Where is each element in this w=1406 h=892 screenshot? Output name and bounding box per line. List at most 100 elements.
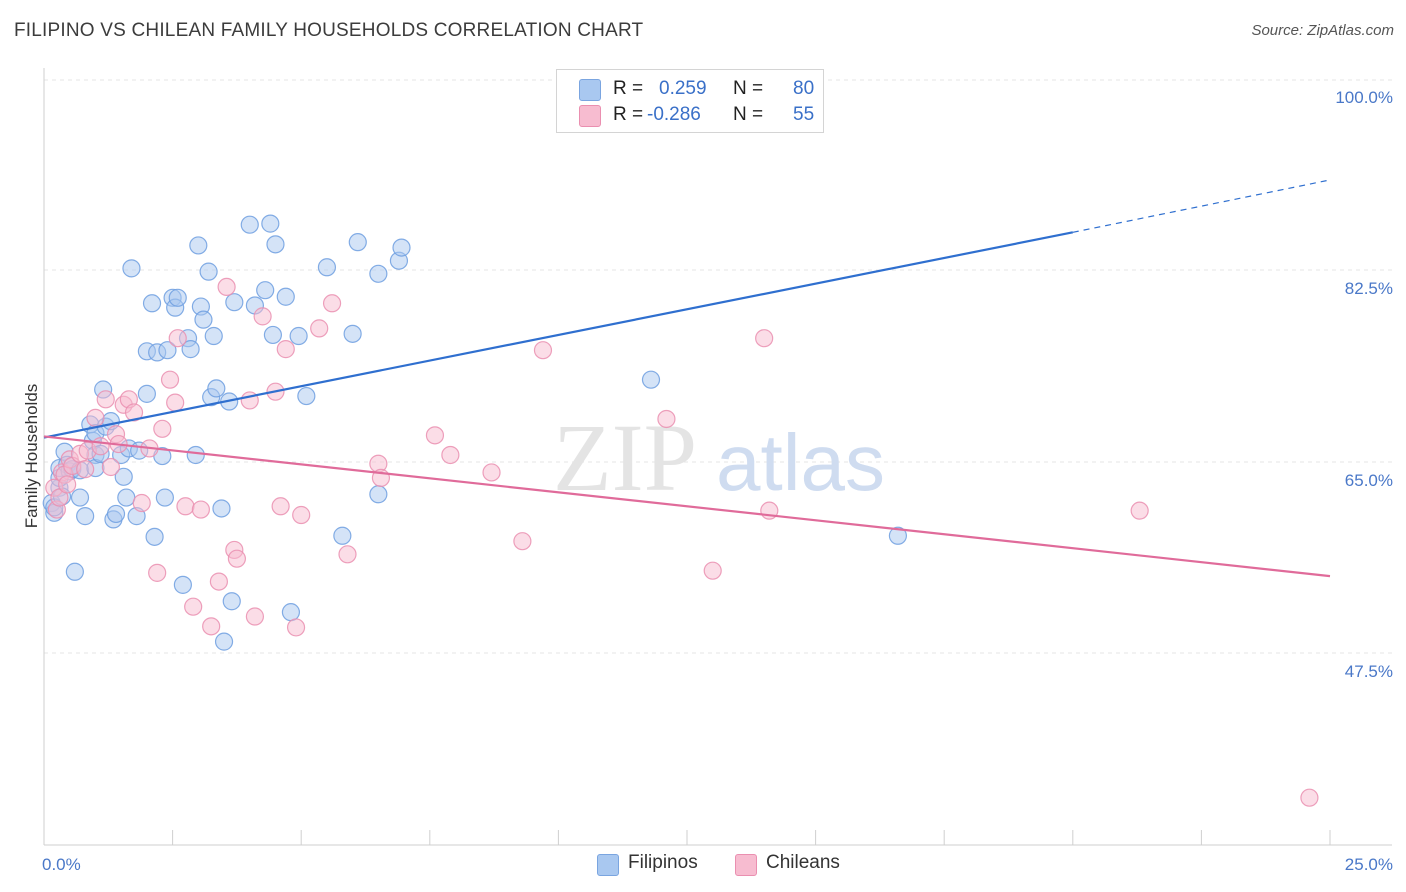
x-tick-label: 0.0% <box>42 855 81 874</box>
data-point-filipinos <box>155 488 174 507</box>
data-point-chileans <box>271 497 290 516</box>
legend-n-label: N = <box>733 78 764 99</box>
data-point-chileans <box>91 437 110 456</box>
data-point-chileans <box>755 329 774 348</box>
data-point-filipinos <box>65 562 84 581</box>
data-point-filipinos <box>145 527 164 546</box>
data-point-filipinos <box>333 526 352 545</box>
y-tick-label: 82.5% <box>1345 279 1393 298</box>
data-point-chileans <box>1130 501 1149 520</box>
data-point-filipinos <box>888 526 908 545</box>
data-point-chileans <box>276 340 295 359</box>
source-label: Source: ZipAtlas.com <box>1251 22 1394 39</box>
data-point-filipinos <box>263 325 283 345</box>
data-point-filipinos <box>207 379 226 398</box>
trend-line-filipinos <box>43 231 1074 439</box>
data-point-filipinos <box>266 235 285 254</box>
x-tick-labels: 0.0% 25.0% <box>42 855 1393 874</box>
data-point-chileans <box>441 445 460 465</box>
data-point-chileans <box>76 460 95 479</box>
y-tick-label: 47.5% <box>1345 662 1393 681</box>
chart-title: FILIPINO VS CHILEAN FAMILY HOUSEHOLDS CO… <box>14 20 644 41</box>
data-point-filipinos <box>76 507 95 526</box>
data-point-filipinos <box>122 259 141 278</box>
data-point-filipinos <box>289 326 308 346</box>
legend-r-label: R = <box>613 78 644 99</box>
data-point-filipinos <box>181 340 200 359</box>
trend-lines <box>43 179 1331 578</box>
y-tick-label: 100.0% <box>1335 88 1393 107</box>
data-point-filipinos <box>137 384 156 403</box>
data-point-filipinos <box>70 488 90 507</box>
stats-legend: R = 0.259 N = 80 R = -0.286 N = 55 <box>556 69 824 133</box>
data-point-filipinos <box>222 592 241 611</box>
data-point-chileans <box>513 532 532 551</box>
legend-n-value: 80 <box>793 78 815 99</box>
data-point-chileans <box>184 597 203 616</box>
data-point-chileans <box>482 463 501 482</box>
data-point-filipinos <box>158 341 177 360</box>
data-point-chileans <box>310 319 329 338</box>
data-point-chileans <box>153 419 172 438</box>
data-point-chileans <box>176 497 195 516</box>
data-point-chileans <box>657 409 676 429</box>
data-point-chileans <box>703 561 722 580</box>
legend-n-value: 55 <box>793 104 815 125</box>
data-point-filipinos <box>641 370 661 389</box>
data-point-chileans <box>166 393 185 412</box>
data-point-filipinos <box>317 258 337 277</box>
data-point-filipinos <box>256 281 275 300</box>
data-point-filipinos <box>194 310 213 329</box>
watermark: ZIP atlas <box>553 404 885 511</box>
data-point-filipinos <box>214 632 234 651</box>
data-point-chileans <box>191 500 210 519</box>
x-tick-label: 25.0% <box>1345 855 1393 874</box>
data-point-filipinos <box>212 499 231 518</box>
data-point-chileans <box>148 563 167 582</box>
y-tick-label: 65.0% <box>1345 471 1393 490</box>
legend-r-value: -0.286 <box>647 104 701 125</box>
data-point-filipinos <box>204 326 223 346</box>
data-point-chileans <box>96 390 115 409</box>
data-point-filipinos <box>199 262 218 281</box>
trend-line-extension-filipinos <box>1072 179 1331 233</box>
data-point-filipinos <box>186 445 205 465</box>
legend-swatch-filipinos <box>579 79 601 101</box>
axes <box>43 68 1392 846</box>
data-point-chileans <box>132 493 151 513</box>
data-point-filipinos <box>106 504 126 524</box>
data-point-chileans <box>338 545 357 564</box>
legend-n-label: N = <box>733 104 764 125</box>
data-point-chileans <box>101 457 120 477</box>
data-point-chileans <box>533 341 553 360</box>
data-point-filipinos <box>348 233 367 252</box>
data-point-chileans <box>209 572 228 591</box>
data-point-filipinos <box>117 488 136 507</box>
data-point-chileans <box>292 505 311 525</box>
data-point-chileans <box>58 475 77 494</box>
data-point-filipinos <box>369 485 388 504</box>
bottom-legend-swatch-chileans <box>735 854 757 876</box>
data-point-chileans <box>1300 788 1319 807</box>
legend-r-label: R = <box>613 104 644 125</box>
data-point-chileans <box>425 426 445 445</box>
data-point-filipinos <box>369 264 388 283</box>
data-point-filipinos <box>281 603 301 622</box>
bottom-legend-label: Chileans <box>766 852 840 873</box>
data-point-chileans <box>245 607 265 626</box>
data-point-chileans <box>124 403 144 422</box>
data-point-chileans <box>168 329 187 348</box>
data-point-filipinos <box>168 288 187 307</box>
watermark-atlas: atlas <box>716 418 885 507</box>
legend-swatch-chileans <box>579 105 601 127</box>
data-point-filipinos <box>173 575 192 594</box>
trend-line-chileans <box>43 435 1331 578</box>
data-point-chileans <box>217 277 236 297</box>
y-tick-labels: 47.5% 65.0% 82.5% 100.0% <box>1335 88 1393 681</box>
data-point-filipinos <box>297 386 316 406</box>
y-axis-label: Family Households <box>22 384 41 529</box>
bottom-legend-swatch-filipinos <box>597 854 619 876</box>
bottom-legend-label: Filipinos <box>628 852 698 873</box>
data-point-filipinos <box>142 294 162 313</box>
